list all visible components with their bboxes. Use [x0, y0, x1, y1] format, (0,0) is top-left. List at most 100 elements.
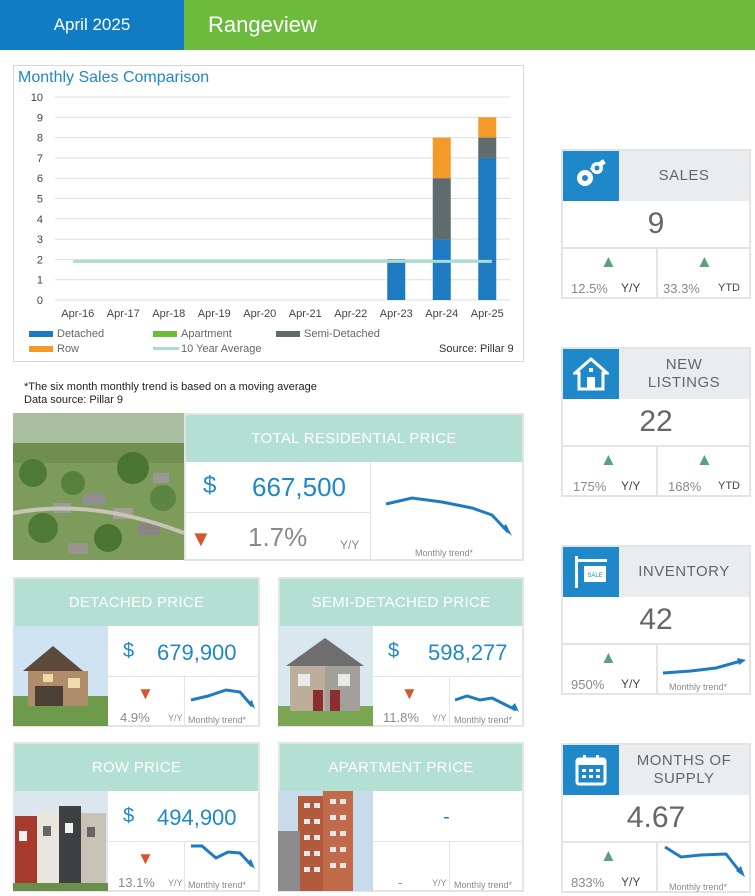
inventory-trend-sparkline	[662, 658, 746, 675]
x-tick-label: Apr-23	[380, 308, 413, 320]
legend-label: 10 Year Average	[181, 343, 262, 355]
inventory-yy-label: Y/Y	[621, 677, 641, 691]
legend-label: Detached	[57, 328, 104, 340]
new-listings-card: NEW LISTINGS 22 ▲ 175% Y/Y ▲ 168% YTD	[561, 347, 751, 497]
community-name: Rangeview	[184, 0, 755, 50]
total-price-title: TOTAL RESIDENTIAL PRICE	[186, 415, 522, 462]
apartment-period: Y/Y	[432, 878, 447, 888]
total-price-value: 667,500	[252, 472, 346, 502]
detached-period: Y/Y	[168, 713, 183, 723]
legend-swatch	[276, 331, 300, 337]
semi-detached-house-photo	[278, 626, 373, 726]
row-title: ROW PRICE	[15, 744, 258, 791]
bar-detached	[387, 259, 406, 300]
sales-ytd-up-arrow-icon: ▲	[696, 252, 713, 271]
data-source-note: Data source: Pillar 9	[24, 394, 124, 406]
apartment-trend-label: Monthly trend*	[454, 880, 513, 890]
sales-yy-label: Y/Y	[621, 281, 641, 295]
legend-label: Apartment	[181, 328, 232, 340]
total-trend-sparkline	[385, 496, 512, 536]
sales-yy-change: 12.5%	[571, 281, 608, 296]
months-of-supply-label: MONTHS OF SUPPLY	[636, 752, 732, 787]
detached-house-photo	[13, 626, 108, 726]
inventory-yy-up-arrow-icon: ▲	[600, 648, 617, 667]
calendar-icon	[563, 745, 619, 795]
keys-icon	[563, 151, 619, 201]
bar-detached	[478, 157, 497, 300]
semi-trend-label: Monthly trend*	[454, 715, 513, 725]
sales-value: 9	[563, 201, 749, 249]
total-down-arrow-icon: ▼	[190, 526, 212, 551]
x-tick-label: Apr-19	[198, 308, 231, 320]
detached-title: DETACHED PRICE	[15, 579, 258, 626]
legend-label: Semi-Detached	[304, 328, 380, 340]
trend-note: *The six month monthly trend is based on…	[24, 381, 317, 393]
supply-trend-label: Monthly trend*	[669, 882, 728, 892]
listings-yy-change: 175%	[573, 479, 607, 494]
x-tick-label: Apr-24	[425, 308, 458, 320]
x-tick-label: Apr-20	[243, 308, 276, 320]
y-tick-label: 10	[31, 92, 43, 104]
row-period: Y/Y	[168, 878, 183, 888]
semi-period: Y/Y	[432, 713, 447, 723]
y-tick-label: 0	[37, 295, 43, 307]
apartment-title: APARTMENT PRICE	[280, 744, 522, 791]
y-tick-label: 3	[37, 234, 43, 246]
supply-yy-label: Y/Y	[621, 875, 641, 889]
detached-price-value: 679,900	[157, 640, 237, 665]
months-of-supply-value: 4.67	[563, 795, 749, 843]
bar-semi-detached	[478, 137, 497, 158]
legend-swatch	[153, 331, 177, 337]
row-down-arrow-icon: ▼	[137, 849, 154, 868]
x-tick-label: Apr-17	[107, 308, 140, 320]
chart-source: Source: Pillar 9	[439, 343, 514, 355]
row-trend-label: Monthly trend*	[188, 880, 247, 890]
semi-price-value: 598,277	[428, 640, 508, 665]
new-listings-value: 22	[563, 399, 749, 447]
supply-trend-sparkline	[664, 845, 745, 877]
semi-currency: $	[388, 640, 400, 662]
bar-detached	[432, 239, 451, 300]
legend-swatch	[29, 331, 53, 337]
row-house-photo	[13, 791, 108, 891]
inventory-card: SALE INVENTORY 42 ▲ 950% Y/Y Monthly tre…	[561, 545, 751, 695]
semi-detached-title: SEMI-DETACHED PRICE	[280, 579, 522, 626]
x-tick-label: Apr-18	[152, 308, 185, 320]
total-period: Y/Y	[340, 538, 360, 552]
for-sale-sign-icon: SALE	[563, 547, 619, 597]
bar-semi-detached	[432, 178, 451, 240]
bar-row	[478, 117, 497, 138]
inventory-label: INVENTORY	[638, 563, 730, 580]
supply-yy-up-arrow-icon: ▲	[600, 846, 617, 865]
sales-ytd-label: YTD	[718, 282, 740, 294]
listings-yy-up-arrow-icon: ▲	[600, 450, 617, 469]
x-tick-label: Apr-16	[61, 308, 94, 320]
x-tick-label: Apr-21	[289, 308, 322, 320]
house-icon	[563, 349, 619, 399]
apartment-change: -	[398, 875, 403, 890]
x-tick-label: Apr-25	[471, 308, 504, 320]
listings-yy-label: Y/Y	[621, 479, 641, 493]
apartment-building-photo	[278, 791, 373, 891]
y-tick-label: 8	[37, 133, 43, 145]
sales-bar-chart: 0 1 2 3 4 5 6 7 8 9 10 Apr-16 Apr-17 Apr-18 Apr-19 Apr-…	[29, 92, 510, 355]
total-trend-label: Monthly trend*	[415, 548, 474, 558]
detached-change: 4.9%	[120, 710, 150, 725]
detached-down-arrow-icon: ▼	[137, 684, 154, 703]
bar-row	[432, 137, 451, 179]
sales-card: SALES 9 ▲ 12.5% Y/Y ▲ 33.3% YTD	[561, 149, 751, 299]
y-tick-label: 9	[37, 112, 43, 124]
y-tick-label: 6	[37, 173, 43, 185]
y-tick-label: 2	[37, 254, 43, 266]
semi-change: 11.8%	[383, 710, 419, 725]
total-change: 1.7%	[248, 522, 308, 552]
legend-label: Row	[57, 343, 79, 355]
listings-ytd-change: 168%	[668, 479, 702, 494]
supply-yy-change: 833%	[571, 875, 605, 890]
svg-text:SALE: SALE	[587, 573, 602, 579]
sales-label: SALES	[658, 167, 710, 184]
semi-trend-sparkline	[454, 694, 519, 712]
aerial-neighbourhood-photo	[13, 413, 184, 560]
row-price-value: 494,900	[157, 805, 237, 830]
legend-swatch	[153, 347, 179, 350]
